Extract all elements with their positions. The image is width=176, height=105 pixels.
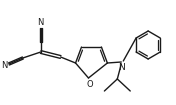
Text: O: O (86, 80, 93, 89)
Text: N: N (37, 18, 44, 27)
Text: N: N (118, 63, 125, 72)
Text: N: N (2, 60, 8, 70)
